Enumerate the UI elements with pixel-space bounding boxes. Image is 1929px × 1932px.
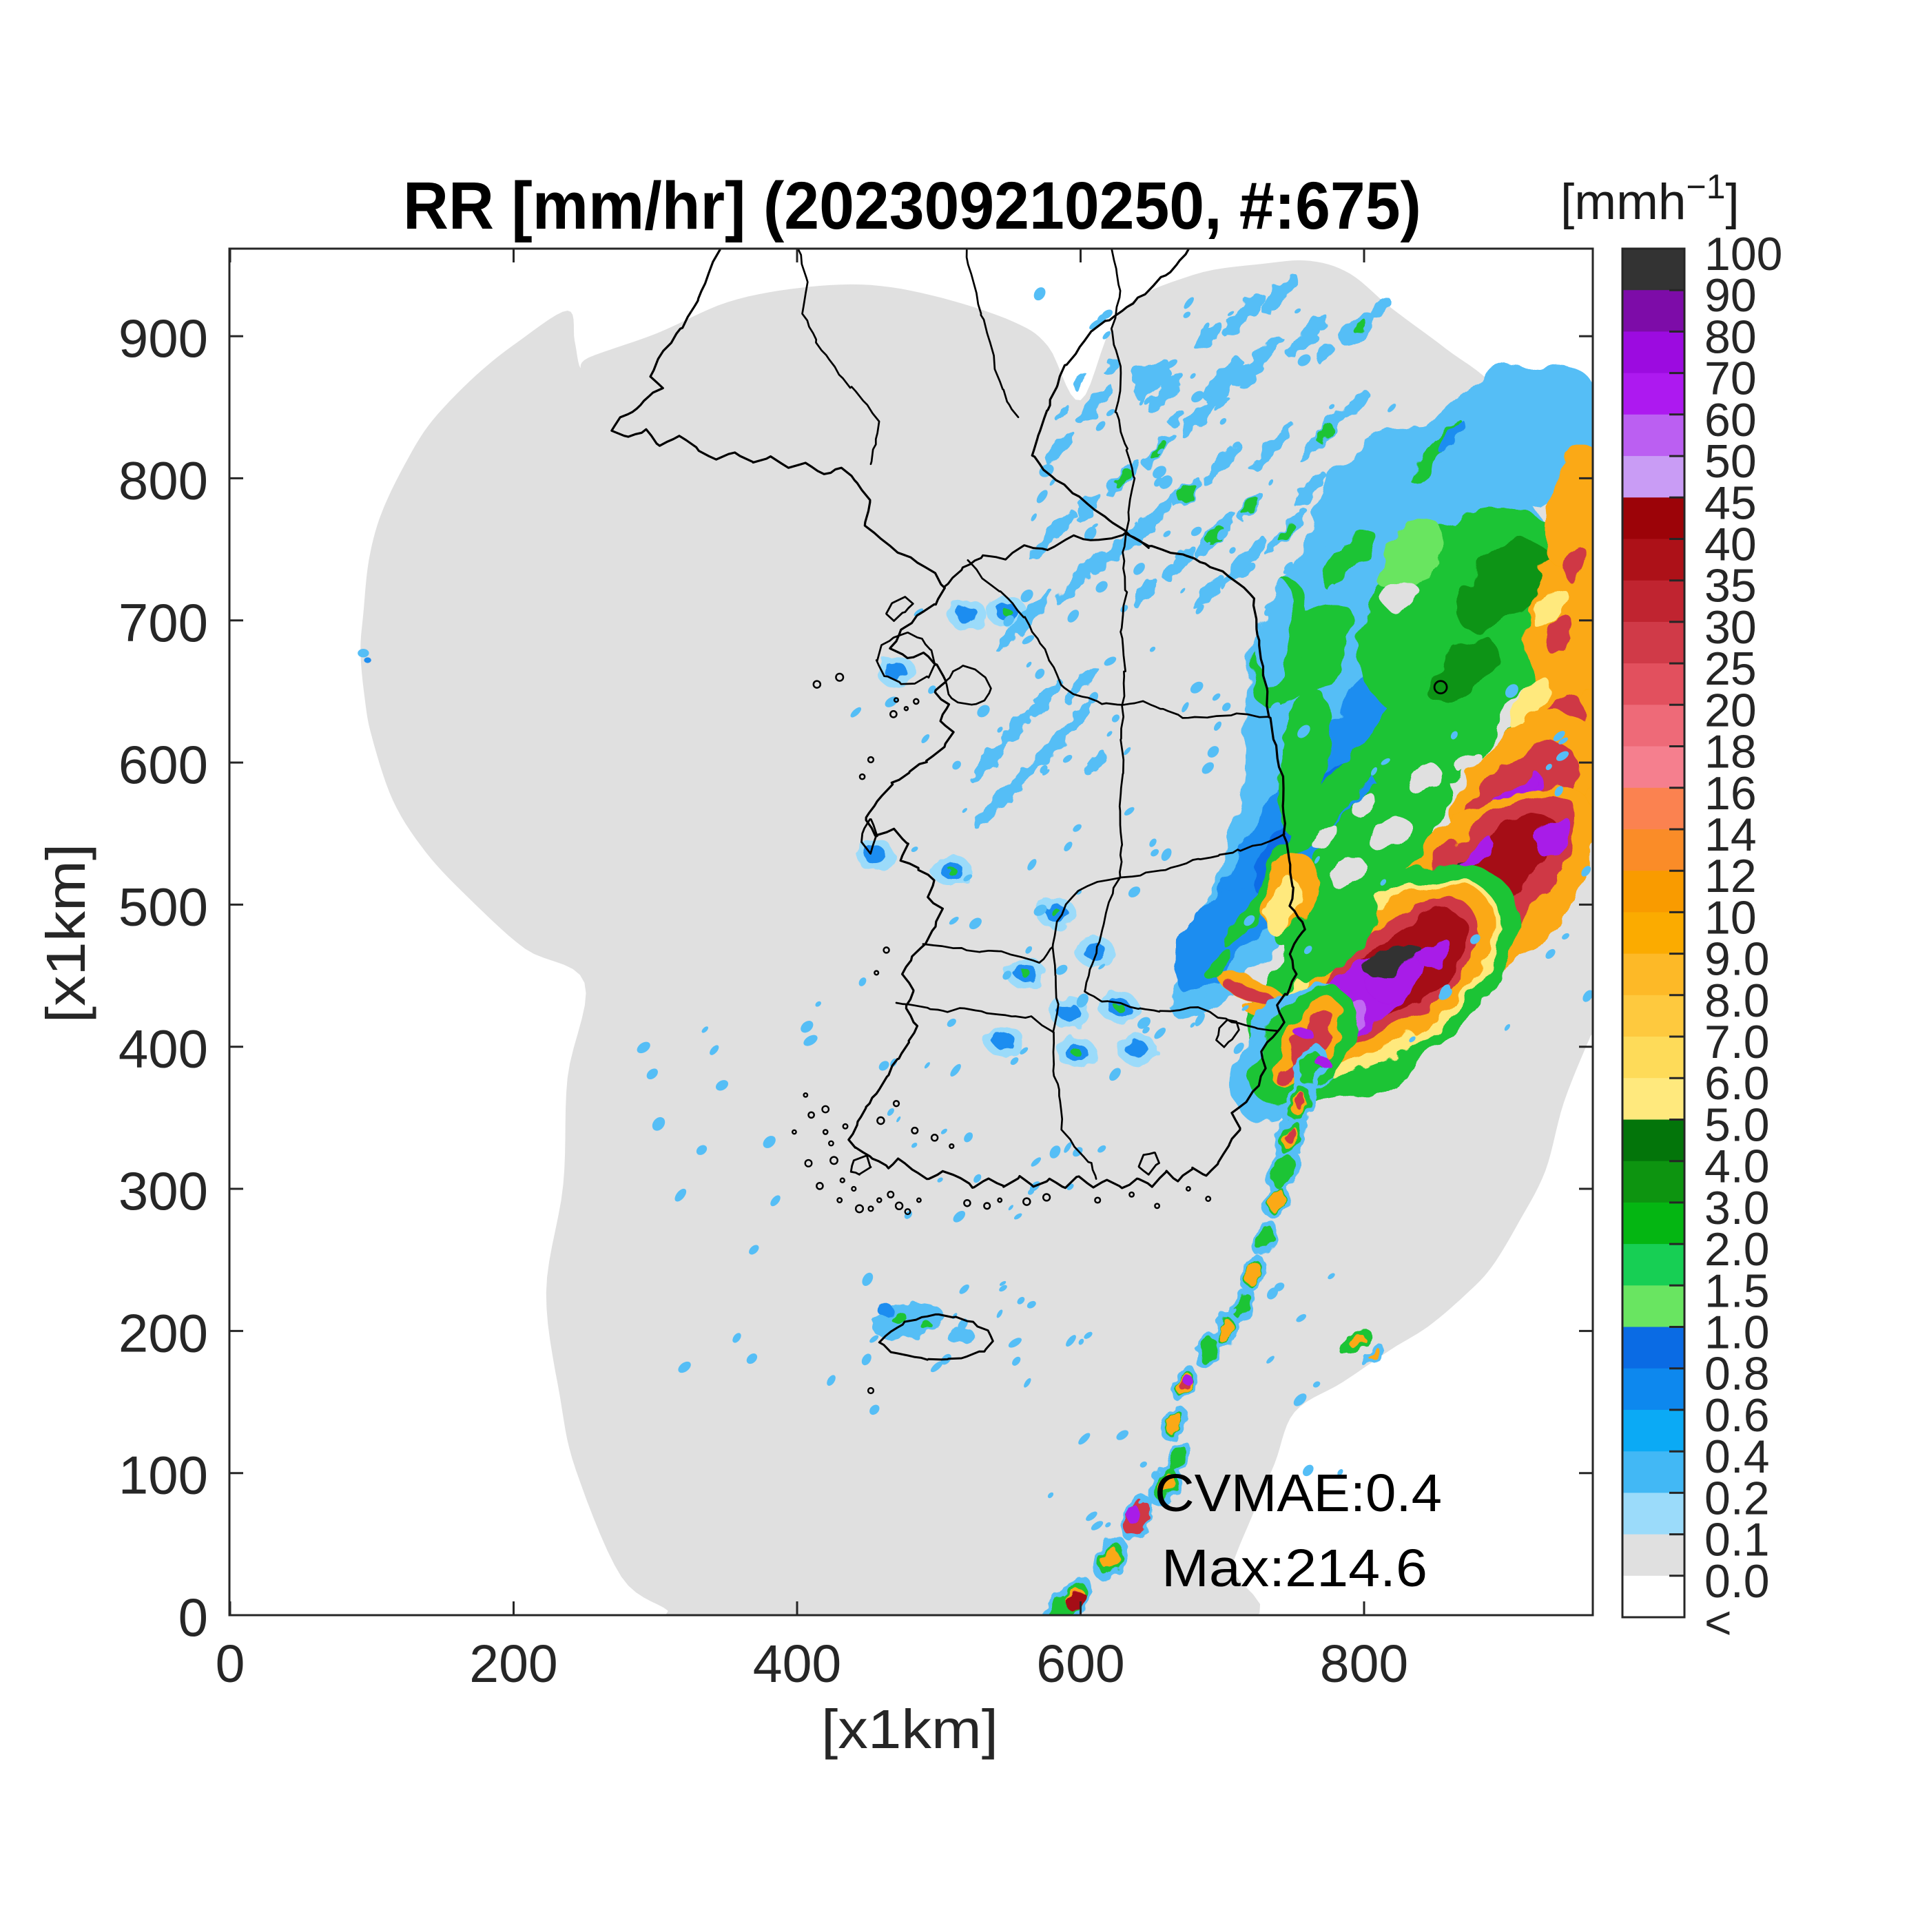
- svg-text:18: 18: [1704, 726, 1757, 778]
- svg-text:50: 50: [1704, 435, 1757, 488]
- svg-text:20: 20: [1704, 684, 1757, 736]
- svg-text:25: 25: [1704, 643, 1757, 695]
- svg-text:30: 30: [1704, 601, 1757, 654]
- svg-text:4.0: 4.0: [1704, 1141, 1770, 1193]
- svg-text:0: 0: [178, 1587, 208, 1648]
- svg-text:16: 16: [1704, 767, 1757, 820]
- svg-text:0.4: 0.4: [1704, 1431, 1770, 1483]
- svg-text:1.5: 1.5: [1704, 1265, 1770, 1317]
- svg-text:600: 600: [1036, 1634, 1124, 1694]
- svg-text:8.0: 8.0: [1704, 975, 1770, 1027]
- svg-text:1.0: 1.0: [1704, 1307, 1770, 1359]
- svg-text:12: 12: [1704, 850, 1757, 902]
- svg-text:5.0: 5.0: [1704, 1099, 1770, 1152]
- svg-text:[x1km]: [x1km]: [821, 1699, 998, 1760]
- svg-text:200: 200: [118, 1302, 208, 1363]
- svg-text:0.6: 0.6: [1704, 1389, 1770, 1442]
- svg-text:0.1: 0.1: [1704, 1514, 1770, 1566]
- svg-text:400: 400: [753, 1634, 841, 1694]
- svg-text:60: 60: [1704, 394, 1757, 446]
- svg-text:200: 200: [469, 1634, 557, 1694]
- svg-text:7.0: 7.0: [1704, 1016, 1770, 1068]
- svg-text:14: 14: [1704, 809, 1757, 861]
- svg-text:40: 40: [1704, 519, 1757, 571]
- svg-text:700: 700: [118, 592, 208, 653]
- svg-text:[x1km]: [x1km]: [35, 844, 96, 1024]
- svg-text:10: 10: [1704, 891, 1757, 944]
- svg-text:45: 45: [1704, 477, 1757, 529]
- svg-text:RR [mm/hr] (202309210250, #:67: RR [mm/hr] (202309210250, #:675): [403, 168, 1421, 243]
- svg-text:800: 800: [1320, 1634, 1408, 1694]
- svg-text:6.0: 6.0: [1704, 1057, 1770, 1110]
- svg-text:2.0: 2.0: [1704, 1223, 1770, 1276]
- svg-text:Max:214.6: Max:214.6: [1162, 1539, 1427, 1598]
- svg-text:9.0: 9.0: [1704, 933, 1770, 986]
- svg-text:300: 300: [118, 1161, 208, 1221]
- svg-text:80: 80: [1704, 311, 1757, 363]
- svg-text:400: 400: [118, 1019, 208, 1079]
- svg-text:100: 100: [118, 1445, 208, 1506]
- svg-text:0.8: 0.8: [1704, 1348, 1770, 1400]
- svg-text:900: 900: [118, 308, 208, 368]
- svg-text:100: 100: [1704, 228, 1782, 280]
- svg-text:3.0: 3.0: [1704, 1182, 1770, 1234]
- svg-text:70: 70: [1704, 353, 1757, 405]
- svg-text:0.2: 0.2: [1704, 1472, 1770, 1524]
- svg-text:35: 35: [1704, 560, 1757, 612]
- svg-text:0: 0: [216, 1634, 245, 1694]
- svg-text:600: 600: [118, 734, 208, 795]
- svg-text:CVMAE:0.4: CVMAE:0.4: [1155, 1464, 1442, 1523]
- svg-text:<: <: [1704, 1597, 1732, 1649]
- svg-text:500: 500: [118, 876, 208, 937]
- svg-text:90: 90: [1704, 269, 1757, 322]
- svg-text:0.0: 0.0: [1704, 1555, 1770, 1608]
- svg-text:800: 800: [118, 450, 208, 510]
